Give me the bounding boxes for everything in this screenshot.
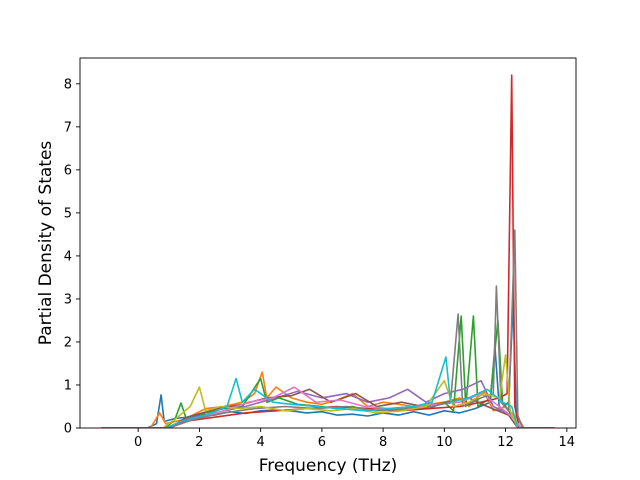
y-tick-label: 1 <box>64 378 72 393</box>
y-tick-label: 2 <box>64 335 72 350</box>
x-axis-label: Frequency (THz) <box>259 456 398 476</box>
y-tick-label: 5 <box>64 206 72 221</box>
x-axis: 0 2 4 6 8 10 12 14 <box>134 428 575 450</box>
y-axis: 0 1 2 3 4 5 6 7 8 <box>64 77 80 437</box>
x-tick-label: 0 <box>134 435 142 450</box>
y-axis-label: Partial Density of States <box>36 141 56 346</box>
x-tick-label: 4 <box>257 435 265 450</box>
y-tick-label: 4 <box>64 249 72 264</box>
y-tick-label: 8 <box>64 77 72 92</box>
x-tick-label: 8 <box>379 435 387 450</box>
plot-frame <box>79 57 577 429</box>
series-line-9 <box>101 356 555 428</box>
y-tick-label: 0 <box>64 422 72 437</box>
x-tick-label: 12 <box>497 435 514 450</box>
series-layer <box>101 74 555 428</box>
series-line-6 <box>101 386 555 428</box>
x-tick-label: 6 <box>318 435 326 450</box>
y-tick-label: 6 <box>64 163 72 178</box>
series-line-8 <box>101 354 555 428</box>
x-tick-label: 10 <box>436 435 453 450</box>
x-tick-label: 14 <box>559 435 576 450</box>
y-tick-label: 3 <box>64 292 72 307</box>
x-tick-label: 2 <box>195 435 203 450</box>
series-line-0 <box>101 302 555 428</box>
series-line-5 <box>101 388 555 428</box>
y-tick-label: 7 <box>64 120 72 135</box>
